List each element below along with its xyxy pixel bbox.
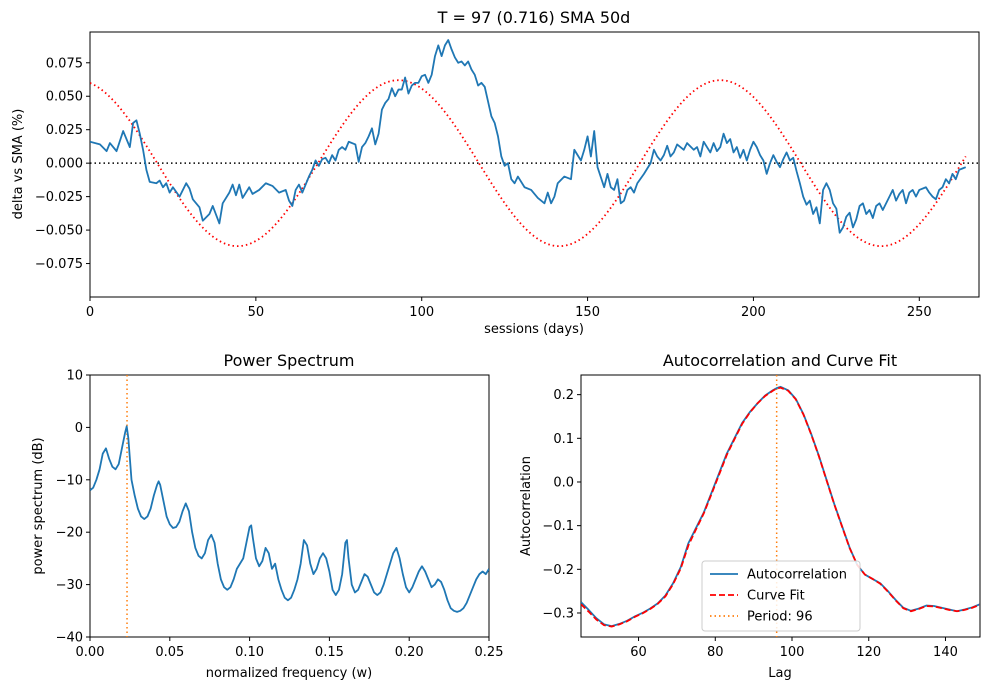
y-tick-label: −0.1 [542,519,574,534]
curve-fit-line [581,386,980,628]
x-tick-label: 0.05 [155,645,184,660]
y-tick-label: 0.1 [553,432,574,447]
x-tick-label: 0 [86,305,94,320]
x-tick-label: 0.25 [475,645,504,660]
x-tick-label: 140 [933,645,958,660]
x-tick-label: 0.15 [315,645,344,660]
autocorrelation-ylabel: Autocorrelation [519,456,534,556]
y-tick-label: 0.050 [46,90,83,105]
legend-label: Curve Fit [747,589,805,604]
autocorrelation-chart: Autocorrelation and Curve Fit 60 80 100 120… [519,351,981,681]
top-chart-plot-area: 0 50 100 150 200 250 0.075 0.050 0.025 0.000 −0.02… [35,31,980,320]
x-tick-label: 0.20 [395,645,424,660]
legend-label: Period: 96 [747,610,813,625]
x-tick-label: 200 [741,305,766,320]
autocorrelation-title: Autocorrelation and Curve Fit [663,351,897,370]
y-tick-label: −20 [56,526,83,541]
x-tick-label: 150 [575,305,600,320]
y-tick-label: 0.025 [46,123,83,138]
x-tick-label: 50 [248,305,265,320]
power-spectrum-xlabel: normalized frequency (w) [206,666,372,681]
y-tick-label: 0 [75,421,83,436]
x-tick-label: 80 [707,645,724,660]
y-tick-label: −40 [56,631,83,646]
x-tick-label: 100 [409,305,434,320]
y-tick-label: −0.050 [35,224,83,239]
power-spectrum-title: Power Spectrum [224,351,355,370]
x-tick-label: 120 [856,645,881,660]
y-tick-label: 0.2 [553,388,574,403]
x-tick-label: 100 [780,645,805,660]
top-chart-title: T = 97 (0.716) SMA 50d [437,8,631,27]
top-chart-ylabel: delta vs SMA (%) [11,109,26,220]
y-tick-label: −0.2 [542,563,574,578]
y-tick-label: 0.000 [46,157,83,172]
y-tick-label: −0.025 [35,190,83,205]
power-spectrum-plot-area: 0.00 0.05 0.10 0.15 0.20 0.25 10 0 −10 −20 −30 −40 [56,369,504,661]
autocorrelation-legend: Autocorrelation Curve Fit Period: 96 [701,560,861,632]
legend-box [701,560,861,632]
x-tick-label: 250 [907,305,932,320]
y-tick-label: −0.075 [35,257,83,272]
power-spectrum-line [90,425,489,613]
y-tick-label: 10 [66,369,83,384]
autocorrelation-plot-area: 60 80 100 120 140 0.2 0.1 0.0 −0.1 −0.2 −0.3 [542,374,981,660]
plot-frame [89,31,980,298]
top-chart-xlabel: sessions (days) [484,322,584,337]
delta-series-line [90,39,967,234]
x-tick-label: 0.00 [76,645,105,660]
plot-frame [89,374,490,638]
top-chart: T = 97 (0.716) SMA 50d 0 50 100 150 200 250 0.… [11,8,980,337]
power-spectrum-chart: Power Spectrum 0.00 0.05 0.10 0.15 0.20 0.25 1… [31,351,503,681]
sinusoid-fit-line [90,79,967,248]
autocorrelation-xlabel: Lag [768,666,791,681]
y-tick-label: 0.075 [46,56,83,71]
y-tick-label: −0.3 [542,606,574,621]
y-tick-label: 0.0 [553,475,574,490]
legend-label: Autocorrelation [747,568,847,583]
y-tick-label: −30 [56,578,83,593]
power-spectrum-ylabel: power spectrum (dB) [31,437,46,574]
plot-frame [580,374,981,638]
x-tick-label: 0.10 [235,645,264,660]
x-tick-label: 60 [630,645,647,660]
y-tick-label: −10 [56,473,83,488]
